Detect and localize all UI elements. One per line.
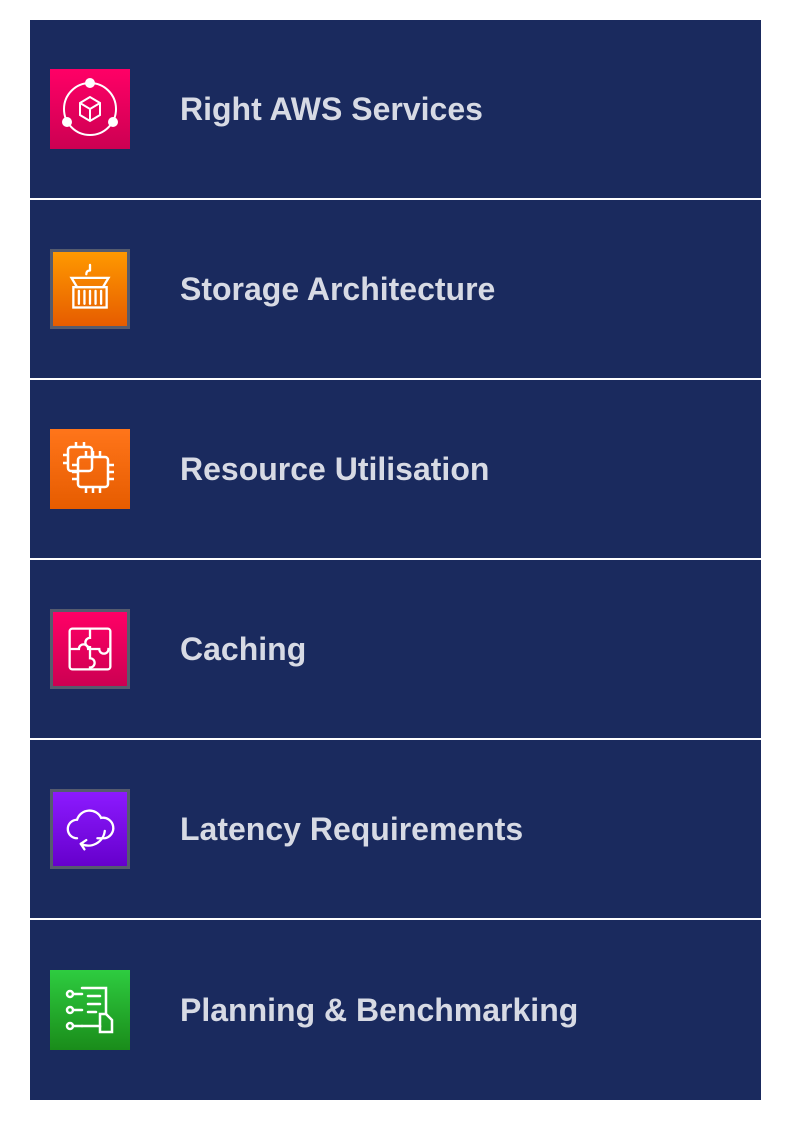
list-item: Planning & Benchmarking: [30, 920, 761, 1100]
item-label: Right AWS Services: [180, 91, 483, 128]
item-label: Storage Architecture: [180, 271, 495, 308]
list-item: Right AWS Services: [30, 20, 761, 200]
cube-network-icon: [50, 69, 130, 149]
storage-container-icon: [50, 249, 130, 329]
puzzle-pieces-icon: [50, 609, 130, 689]
list-item: Storage Architecture: [30, 200, 761, 380]
list-item: Resource Utilisation: [30, 380, 761, 560]
item-label: Resource Utilisation: [180, 451, 489, 488]
infographic-list: Right AWS Services Storage Architectur: [30, 20, 761, 1100]
list-item: Latency Requirements: [30, 740, 761, 920]
cloud-arrow-icon: [50, 789, 130, 869]
cpu-chip-icon: [50, 429, 130, 509]
item-label: Planning & Benchmarking: [180, 992, 578, 1029]
item-label: Caching: [180, 631, 306, 668]
list-item: Caching: [30, 560, 761, 740]
document-circuit-icon: [50, 970, 130, 1050]
item-label: Latency Requirements: [180, 811, 523, 848]
